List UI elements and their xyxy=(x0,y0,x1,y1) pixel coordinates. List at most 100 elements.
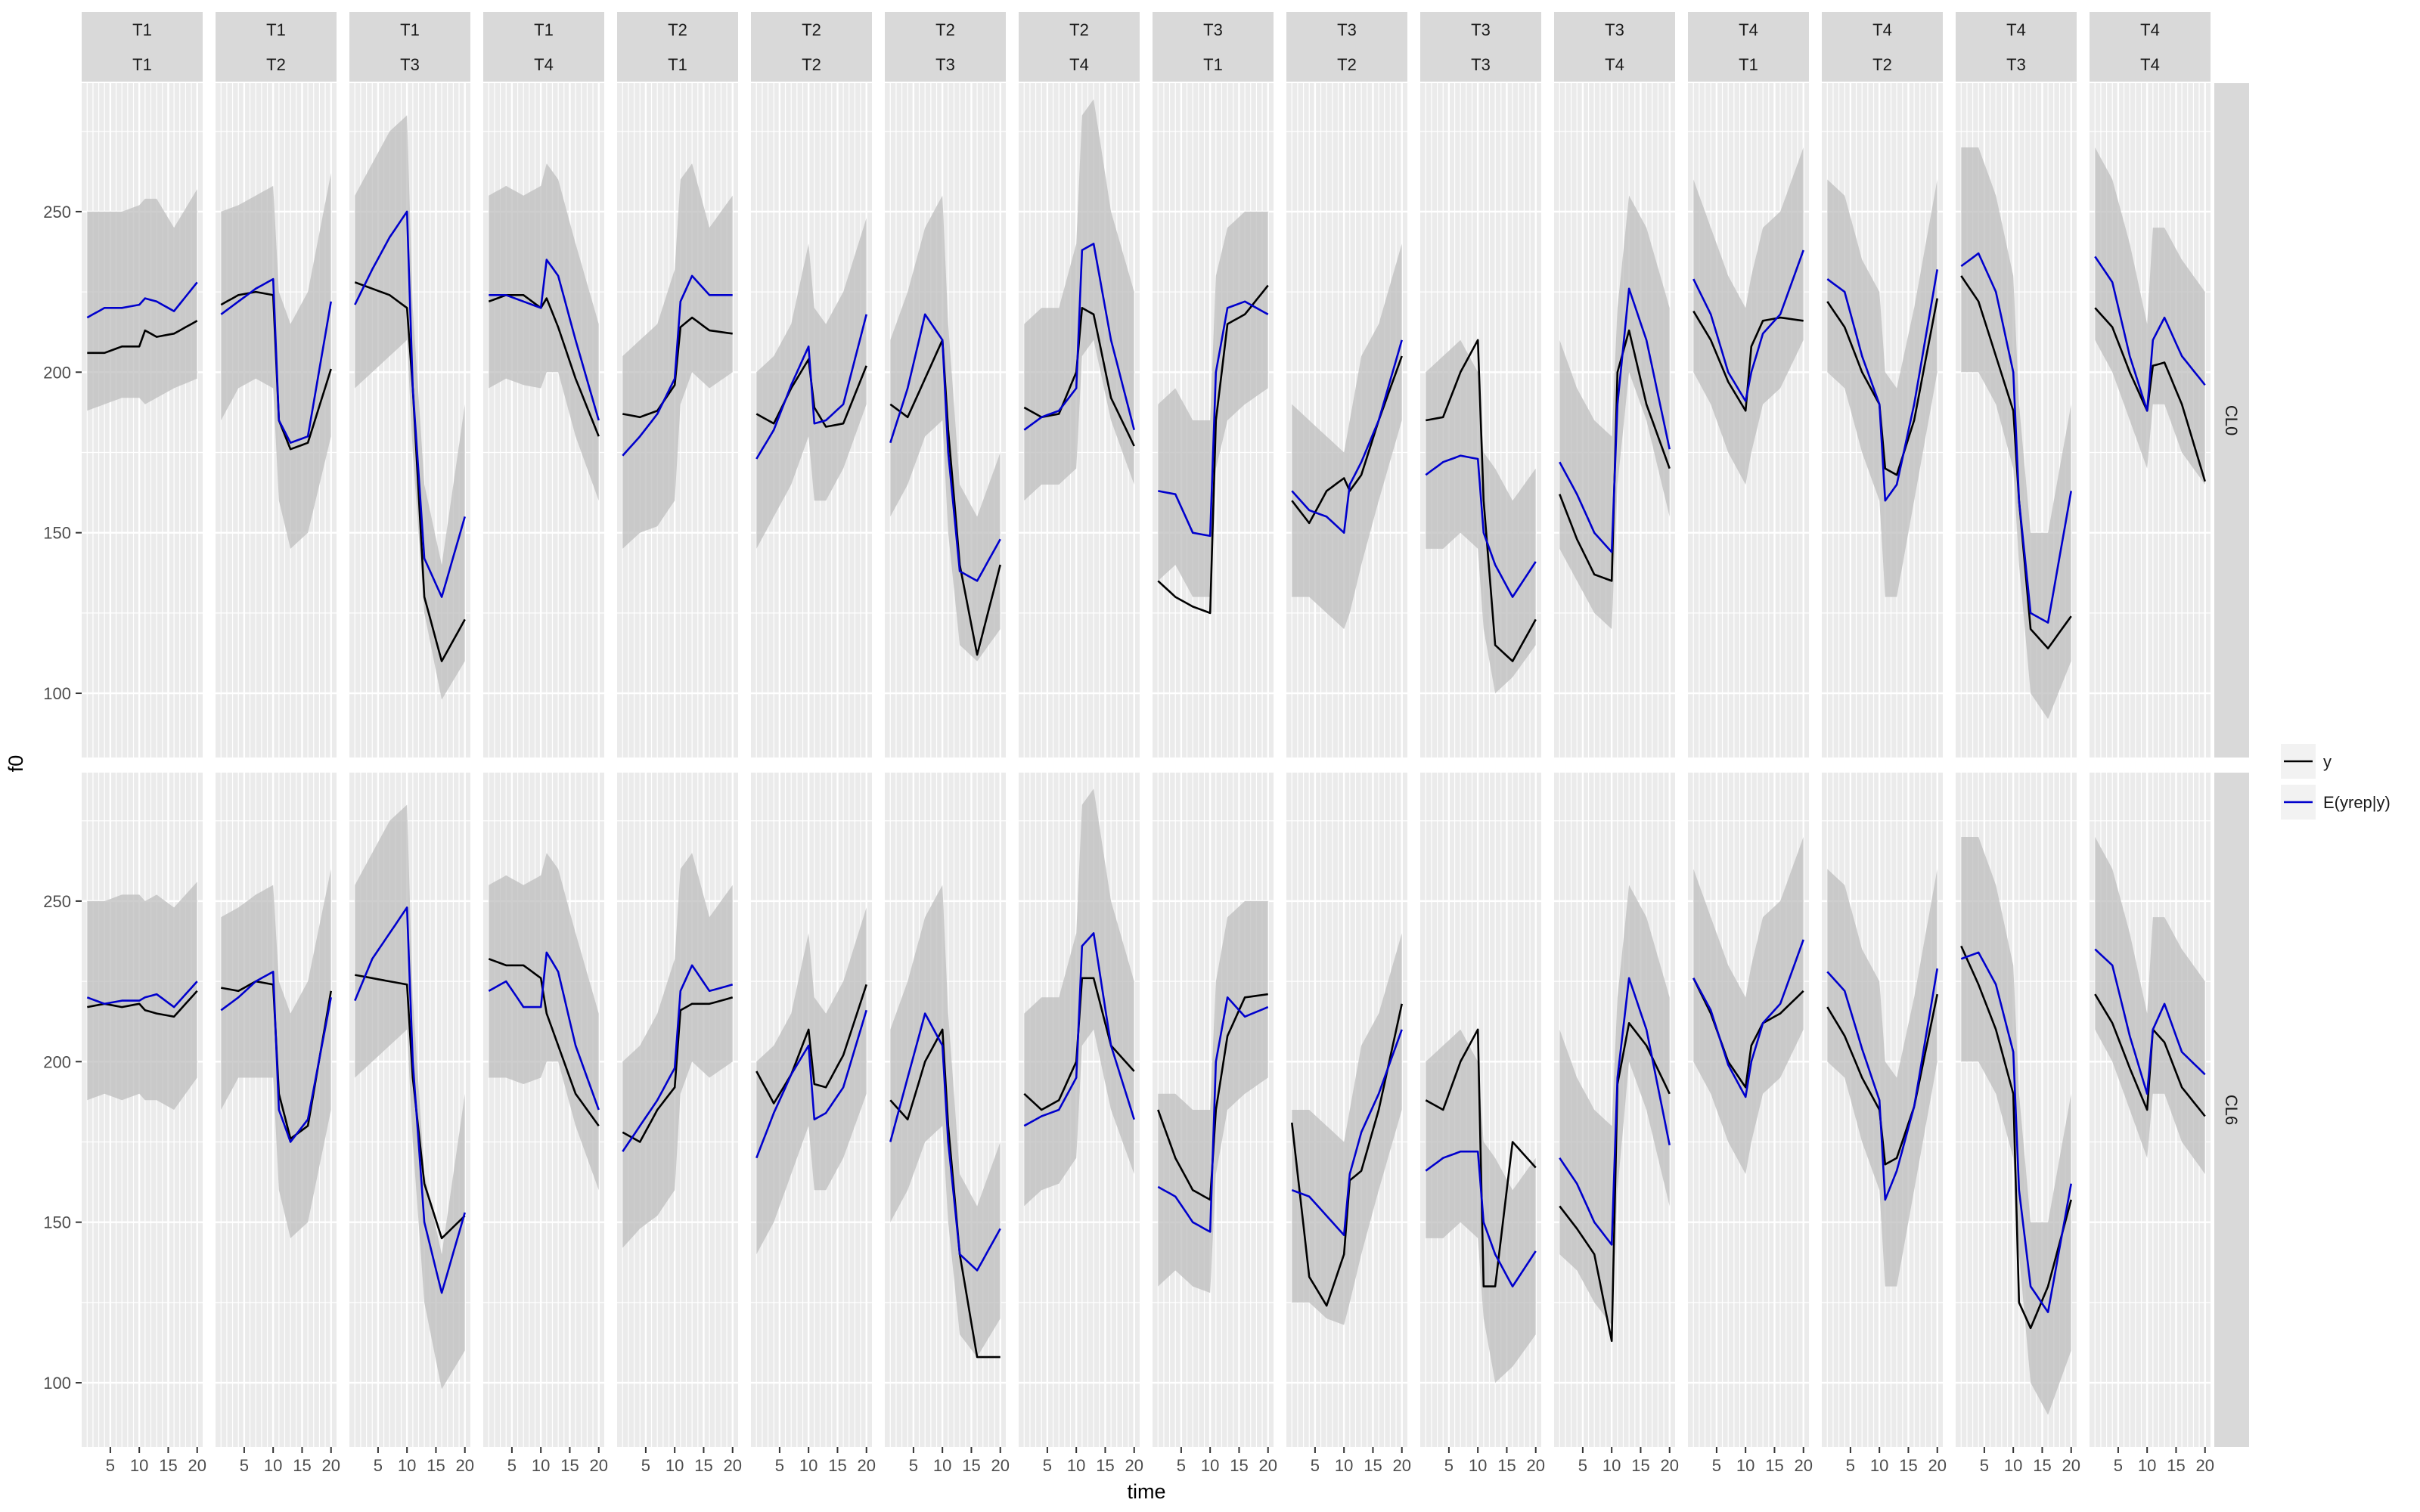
facet-strip-top-1 xyxy=(1822,12,1943,47)
x-tick-label: 10 xyxy=(666,1456,684,1475)
x-tick-label: 20 xyxy=(455,1456,473,1475)
series-line-yrep xyxy=(2094,256,2206,412)
facet-strip-top-2 xyxy=(1153,47,1274,82)
panel xyxy=(1554,83,1675,758)
x-tick-label: 15 xyxy=(1631,1456,1649,1475)
predictive-band xyxy=(1292,933,1402,1325)
series-line-yrep xyxy=(1023,243,1135,431)
predictive-band xyxy=(2095,147,2205,485)
x-tick-label: 5 xyxy=(1043,1456,1052,1475)
x-tick-label: 5 xyxy=(909,1456,918,1475)
series-line-y xyxy=(1425,1028,1537,1287)
x-tick-label: 15 xyxy=(1899,1456,1917,1475)
facet-strip-label: T3 xyxy=(400,55,420,74)
x-tick-label: 5 xyxy=(1846,1456,1855,1475)
predictive-band xyxy=(87,189,197,411)
y-tick-label: 250 xyxy=(43,203,71,222)
panel xyxy=(1822,83,1943,758)
facet-strip-label: T2 xyxy=(802,20,821,39)
panel xyxy=(1956,773,2077,1447)
y-tick-label: 100 xyxy=(43,684,71,703)
panel xyxy=(1153,773,1274,1447)
series-line-yrep xyxy=(354,906,466,1294)
x-tick-label: 5 xyxy=(1980,1456,1989,1475)
facet-strip-label: T4 xyxy=(2140,20,2160,39)
panel xyxy=(1019,83,1140,758)
x-tick-label: 10 xyxy=(1201,1456,1219,1475)
facet-strip-top-2 xyxy=(483,47,604,82)
facet-strip-label: T1 xyxy=(1203,55,1223,74)
predictive-band xyxy=(1559,885,1670,1325)
x-tick-label: 10 xyxy=(130,1456,148,1475)
x-tick-label: 10 xyxy=(2004,1456,2022,1475)
facet-strip-top-2 xyxy=(885,47,1006,82)
facet-strip-top-1 xyxy=(751,12,872,47)
facet-strip-label: T1 xyxy=(1739,55,1758,74)
series-line-yrep xyxy=(889,1012,1001,1272)
legend-label-yrep: E(yrep|y) xyxy=(2323,793,2391,812)
x-tick-label: 10 xyxy=(933,1456,951,1475)
panel xyxy=(751,773,872,1447)
series-line-yrep xyxy=(488,951,600,1111)
x-tick-label: 20 xyxy=(1125,1456,1143,1475)
x-tick-label: 20 xyxy=(1928,1456,1946,1475)
series-line-yrep xyxy=(86,981,198,1009)
y-tick-label: 200 xyxy=(43,363,71,382)
x-tick-label: 10 xyxy=(1469,1456,1487,1475)
predictive-band xyxy=(489,163,599,501)
series-line-yrep xyxy=(1559,287,1671,553)
facet-strip-label: T4 xyxy=(1739,20,1758,39)
panel xyxy=(1153,83,1274,758)
series-line-y xyxy=(622,316,733,419)
facet-strip-label: T2 xyxy=(1337,55,1357,74)
predictive-band xyxy=(1158,900,1268,1294)
panel xyxy=(1688,773,1809,1447)
facet-strip-top-2 xyxy=(1420,47,1541,82)
x-tick-label: 15 xyxy=(159,1456,177,1475)
panel xyxy=(751,83,872,758)
facet-strip-label: T2 xyxy=(935,20,955,39)
panel xyxy=(82,773,203,1447)
series-line-yrep xyxy=(755,1009,867,1159)
panel xyxy=(1286,83,1407,758)
facet-strip-top-2 xyxy=(1956,47,2077,82)
facet-strip-label: T1 xyxy=(534,20,554,39)
facet-strip-top-1 xyxy=(1019,12,1140,47)
series-line-yrep xyxy=(220,277,332,444)
x-tick-label: 5 xyxy=(1177,1456,1186,1475)
y-tick-label: 150 xyxy=(43,1213,71,1232)
facet-strip-label: T3 xyxy=(1203,20,1223,39)
facet-strip-label: T3 xyxy=(935,55,955,74)
series-line-yrep xyxy=(1559,977,1671,1246)
x-tick-label: 15 xyxy=(1765,1456,1783,1475)
series-line-yrep xyxy=(220,971,332,1143)
x-tick-label: 10 xyxy=(1602,1456,1621,1475)
predictive-band xyxy=(1292,243,1402,630)
facet-strip-label: T4 xyxy=(2140,55,2160,74)
facet-strip-label: T1 xyxy=(132,55,152,74)
y-tick-label: 100 xyxy=(43,1374,71,1393)
series-line-yrep xyxy=(1826,269,1938,502)
y-tick-label: 200 xyxy=(43,1052,71,1071)
facet-strip-label: CL0 xyxy=(2222,405,2241,435)
facet-strip-label: T1 xyxy=(400,20,420,39)
facet-strip-top-2 xyxy=(1822,47,1943,82)
x-tick-label: 10 xyxy=(1870,1456,1888,1475)
x-tick-label: 20 xyxy=(1258,1456,1277,1475)
panel xyxy=(1822,773,1943,1447)
facet-strip-top-1 xyxy=(1420,12,1541,47)
facet-strip-label: T4 xyxy=(2006,20,2026,39)
facet-strip-label: T2 xyxy=(1069,20,1089,39)
x-tick-label: 10 xyxy=(799,1456,818,1475)
facet-strip-label: T1 xyxy=(266,20,286,39)
series-line-yrep xyxy=(1023,932,1135,1127)
facet-strip-top-1 xyxy=(349,12,470,47)
facet-strip-top-2 xyxy=(1019,47,1140,82)
facet-strip-top-1 xyxy=(617,12,738,47)
series-line-y xyxy=(622,996,734,1143)
facet-strip-label: T3 xyxy=(1471,55,1491,74)
facet-strip-top-1 xyxy=(1554,12,1675,47)
series-line-y xyxy=(755,984,867,1105)
series-line-yrep xyxy=(622,964,734,1152)
